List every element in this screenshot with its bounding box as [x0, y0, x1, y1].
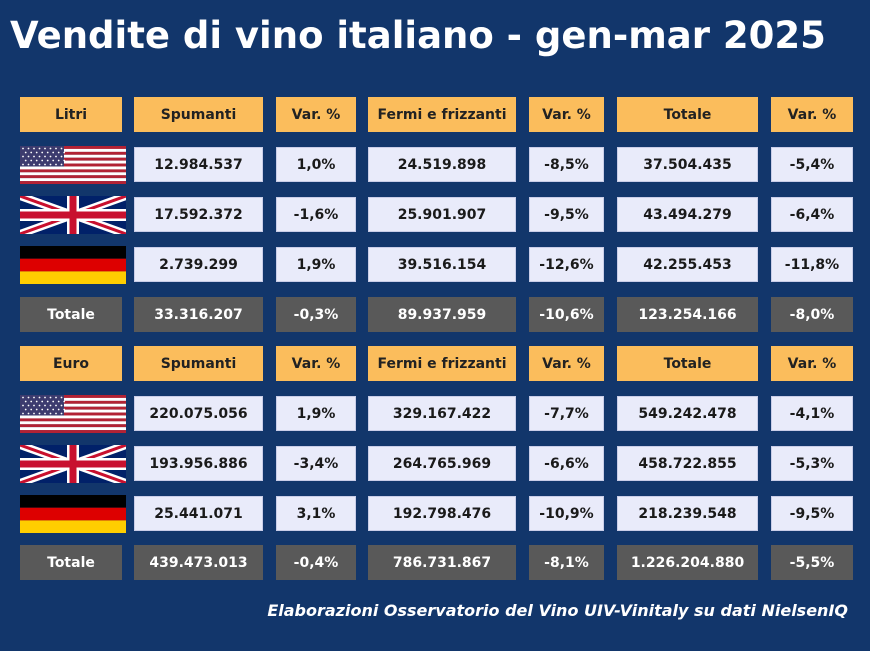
data-cell: 193.956.886 [134, 446, 263, 481]
total-cell: 89.937.959 [368, 297, 516, 332]
header-cell: Var. % [529, 346, 604, 381]
header-cell: Var. % [276, 97, 356, 132]
data-cell: -7,7% [529, 396, 604, 431]
data-cell: -1,6% [276, 197, 356, 232]
header-cell: Spumanti [134, 97, 263, 132]
data-cell: -11,8% [771, 247, 853, 282]
total-cell: 786.731.867 [368, 545, 516, 580]
data-cell: -9,5% [529, 197, 604, 232]
header-cell: Totale [617, 346, 758, 381]
data-cell: 24.519.898 [368, 147, 516, 182]
data-cell: -6,4% [771, 197, 853, 232]
data-cell: 218.239.548 [617, 496, 758, 531]
total-cell: 123.254.166 [617, 297, 758, 332]
data-cell: 329.167.422 [368, 396, 516, 431]
header-cell: Var. % [771, 346, 853, 381]
total-cell: 1.226.204.880 [617, 545, 758, 580]
data-cell: -9,5% [771, 496, 853, 531]
flag [20, 146, 126, 184]
data-cell: 220.075.056 [134, 396, 263, 431]
header-cell: Litri [20, 97, 122, 132]
data-cell: 25.901.907 [368, 197, 516, 232]
flag [20, 495, 126, 533]
total-cell: -10,6% [529, 297, 604, 332]
total-cell: 439.473.013 [134, 545, 263, 580]
header-cell: Var. % [529, 97, 604, 132]
data-cell: 37.504.435 [617, 147, 758, 182]
total-cell: -8,1% [529, 545, 604, 580]
total-cell: 33.316.207 [134, 297, 263, 332]
data-cell: 42.255.453 [617, 247, 758, 282]
data-cell: -10,9% [529, 496, 604, 531]
data-cell: 25.441.071 [134, 496, 263, 531]
header-cell: Fermi e frizzanti [368, 97, 516, 132]
title: Vendite di vino italiano - gen-mar 2025 [10, 14, 826, 57]
data-cell: 549.242.478 [617, 396, 758, 431]
data-cell: -5,3% [771, 446, 853, 481]
header-cell: Fermi e frizzanti [368, 346, 516, 381]
header-cell: Spumanti [134, 346, 263, 381]
data-cell: 2.739.299 [134, 247, 263, 282]
total-cell: -0,4% [276, 545, 356, 580]
flag [20, 246, 126, 284]
header-cell: Totale [617, 97, 758, 132]
header-cell: Var. % [276, 346, 356, 381]
total-label: Totale [20, 297, 122, 332]
data-cell: 192.798.476 [368, 496, 516, 531]
total-cell: -8,0% [771, 297, 853, 332]
data-cell: -4,1% [771, 396, 853, 431]
header-cell: Euro [20, 346, 122, 381]
data-cell: 39.516.154 [368, 247, 516, 282]
total-cell: -0,3% [276, 297, 356, 332]
data-cell: 12.984.537 [134, 147, 263, 182]
data-cell: 1,9% [276, 396, 356, 431]
total-label: Totale [20, 545, 122, 580]
data-cell: -12,6% [529, 247, 604, 282]
flag [20, 395, 126, 433]
data-cell: -5,4% [771, 147, 853, 182]
total-cell: -5,5% [771, 545, 853, 580]
data-cell: -6,6% [529, 446, 604, 481]
flag [20, 445, 126, 483]
flag [20, 196, 126, 234]
data-cell: -8,5% [529, 147, 604, 182]
data-cell: 1,0% [276, 147, 356, 182]
data-cell: 3,1% [276, 496, 356, 531]
footer: Elaborazioni Osservatorio del Vino UIV-V… [267, 601, 848, 620]
data-cell: 1,9% [276, 247, 356, 282]
data-cell: 264.765.969 [368, 446, 516, 481]
data-cell: 43.494.279 [617, 197, 758, 232]
data-cell: -3,4% [276, 446, 356, 481]
data-cell: 17.592.372 [134, 197, 263, 232]
data-cell: 458.722.855 [617, 446, 758, 481]
header-cell: Var. % [771, 97, 853, 132]
